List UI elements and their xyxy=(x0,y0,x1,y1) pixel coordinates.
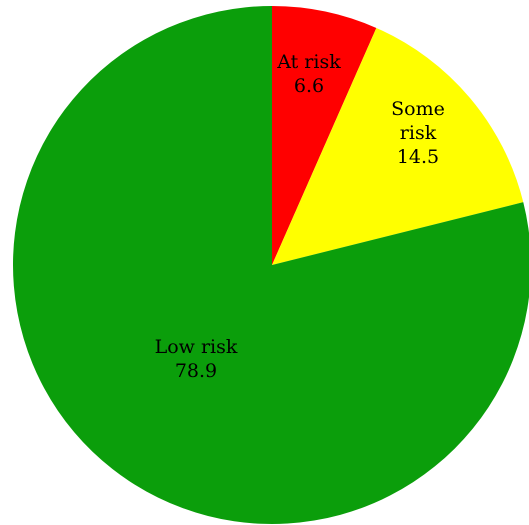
slice-label-line-2: Low risk xyxy=(155,336,238,358)
slice-label-0: At risk 6.6 xyxy=(276,51,341,97)
slice-label-line-0: At risk xyxy=(276,51,341,73)
slice-value-1: 14.5 xyxy=(397,146,439,168)
slice-value-0: 6.6 xyxy=(294,75,324,97)
pie-labels: At risk 6.6 Some risk 14.5 Low risk 78.9 xyxy=(155,51,445,382)
slice-label-2: Low risk 78.9 xyxy=(155,336,238,382)
pie-slice-1 xyxy=(272,27,524,266)
slice-label-1: Some risk 14.5 xyxy=(391,98,445,168)
slice-label-line-1: risk xyxy=(400,122,437,144)
pie-slices xyxy=(13,6,529,524)
slice-label-line-1: Some xyxy=(391,98,445,120)
pie-slice-2 xyxy=(13,6,529,524)
pie-slice-0 xyxy=(272,6,377,265)
slice-value-2: 78.9 xyxy=(175,360,217,382)
